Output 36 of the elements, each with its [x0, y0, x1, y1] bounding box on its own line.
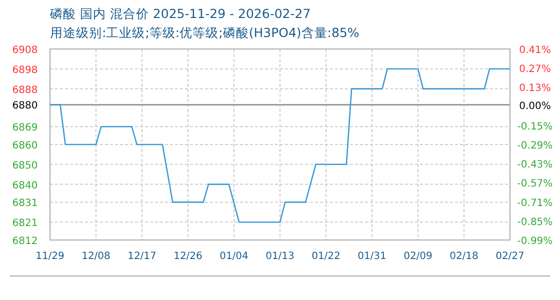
y-tick-label: 6888	[12, 84, 38, 96]
y-tick-label: 6831	[12, 198, 38, 210]
y-tick-label: 6880	[12, 100, 38, 112]
y2-tick-label: -0.15%	[517, 121, 553, 132]
x-tick-label: 01/22	[312, 251, 340, 262]
y-tick-label: 6869	[12, 122, 38, 134]
y2-tick-label: -0.85%	[517, 216, 553, 228]
x-tick-label: 12/17	[128, 251, 156, 262]
x-tick-label: 12/08	[82, 251, 110, 262]
x-tick-label: 12/26	[174, 251, 202, 262]
x-tick-label: 11/29	[36, 251, 64, 262]
chart-subtitle: 用途级别:工业级;等级:优等级;磷酸(H3PO4)含量:85%	[50, 25, 360, 40]
y-tick-label: 6860	[12, 140, 38, 152]
y-tick-label: 6898	[12, 64, 38, 76]
x-tick-label: 01/13	[266, 251, 294, 262]
chart-title: 磷酸 国内 混合价 2025-11-29 - 2026-02-27	[49, 6, 311, 21]
y2-tick-label: -0.29%	[517, 140, 553, 152]
y2-tick-label: 0.13%	[519, 83, 551, 94]
line-series	[49, 68, 511, 223]
y-tick-label: 6908	[12, 45, 38, 56]
x-tick-label: 01/31	[358, 251, 386, 262]
y-tick-label: 6812	[12, 236, 38, 247]
y-tick-label: 6821	[12, 218, 38, 230]
x-tick-label: 02/27	[496, 251, 524, 262]
y-tick-label: 6840	[12, 180, 38, 192]
x-tick-label: 01/04	[220, 251, 248, 262]
x-tick-label: 02/09	[404, 251, 432, 262]
y2-tick-label: 0.27%	[519, 64, 551, 76]
y2-tick-label: 0.00%	[519, 100, 551, 112]
x-tick-label: 02/18	[450, 251, 478, 262]
y-tick-label: 6850	[12, 160, 38, 172]
y2-tick-label: -0.71%	[517, 198, 553, 209]
y2-tick-label: -0.43%	[517, 160, 553, 171]
y2-tick-label: -0.99%	[517, 236, 553, 247]
y2-tick-label: 0.41%	[519, 45, 551, 56]
y2-tick-label: -0.57%	[517, 178, 553, 190]
